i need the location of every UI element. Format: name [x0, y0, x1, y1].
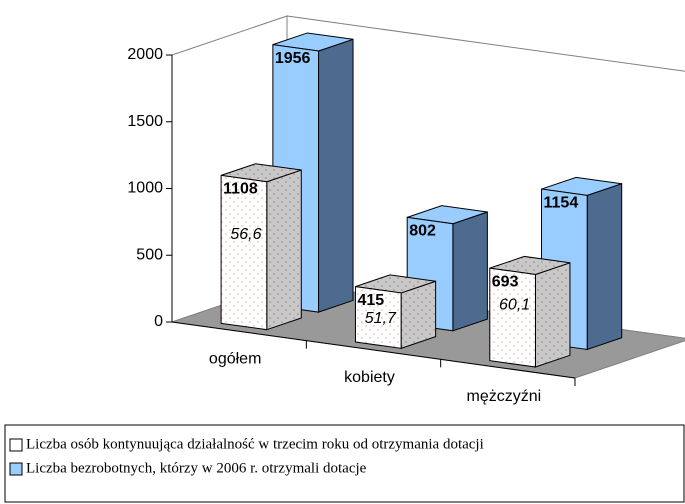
value-label: 1108	[223, 181, 258, 198]
value-label: 802	[409, 223, 436, 240]
annotation: 56,6	[230, 226, 261, 243]
bar-front	[489, 267, 536, 368]
y-tick-label: 2000	[127, 46, 163, 63]
bar-side	[586, 183, 623, 351]
bar-front	[354, 286, 402, 349]
value-label: 1956	[275, 50, 311, 67]
y-tick-label: 1500	[127, 113, 163, 130]
bar-side	[534, 262, 571, 368]
bar-side	[318, 38, 354, 313]
legend-swatch	[9, 462, 23, 476]
legend-label: Liczba bezrobotnych, którzy w 2006 r. ot…	[26, 460, 367, 476]
bar-front	[220, 174, 268, 331]
x-axis	[171, 321, 576, 379]
bar: 802	[406, 205, 488, 332]
bar: 693 60,1	[489, 255, 571, 368]
bar: 1108 56,6	[220, 163, 302, 331]
legend: Liczba osób kontynuująca działalność w t…	[9, 436, 484, 476]
x-tick-label: ogółem	[209, 351, 261, 368]
bar-side	[266, 169, 302, 331]
legend-box	[4, 424, 685, 503]
x-tick-label: mężczyźni	[466, 388, 541, 405]
legend-swatch	[9, 438, 23, 452]
value-label: 415	[357, 292, 384, 309]
bar-side	[452, 211, 488, 332]
annotation: 60,1	[499, 296, 530, 313]
y-tick-label: 0	[154, 313, 163, 330]
y-tick-label: 500	[136, 246, 163, 263]
value-label: 693	[492, 273, 519, 290]
y-tick-label: 1000	[127, 180, 163, 197]
x-tick-label: kobiety	[344, 369, 395, 386]
value-label: 1154	[544, 194, 579, 211]
annotation: 51,7	[365, 310, 397, 327]
legend-label: Liczba osób kontynuująca działalność w t…	[26, 436, 484, 452]
